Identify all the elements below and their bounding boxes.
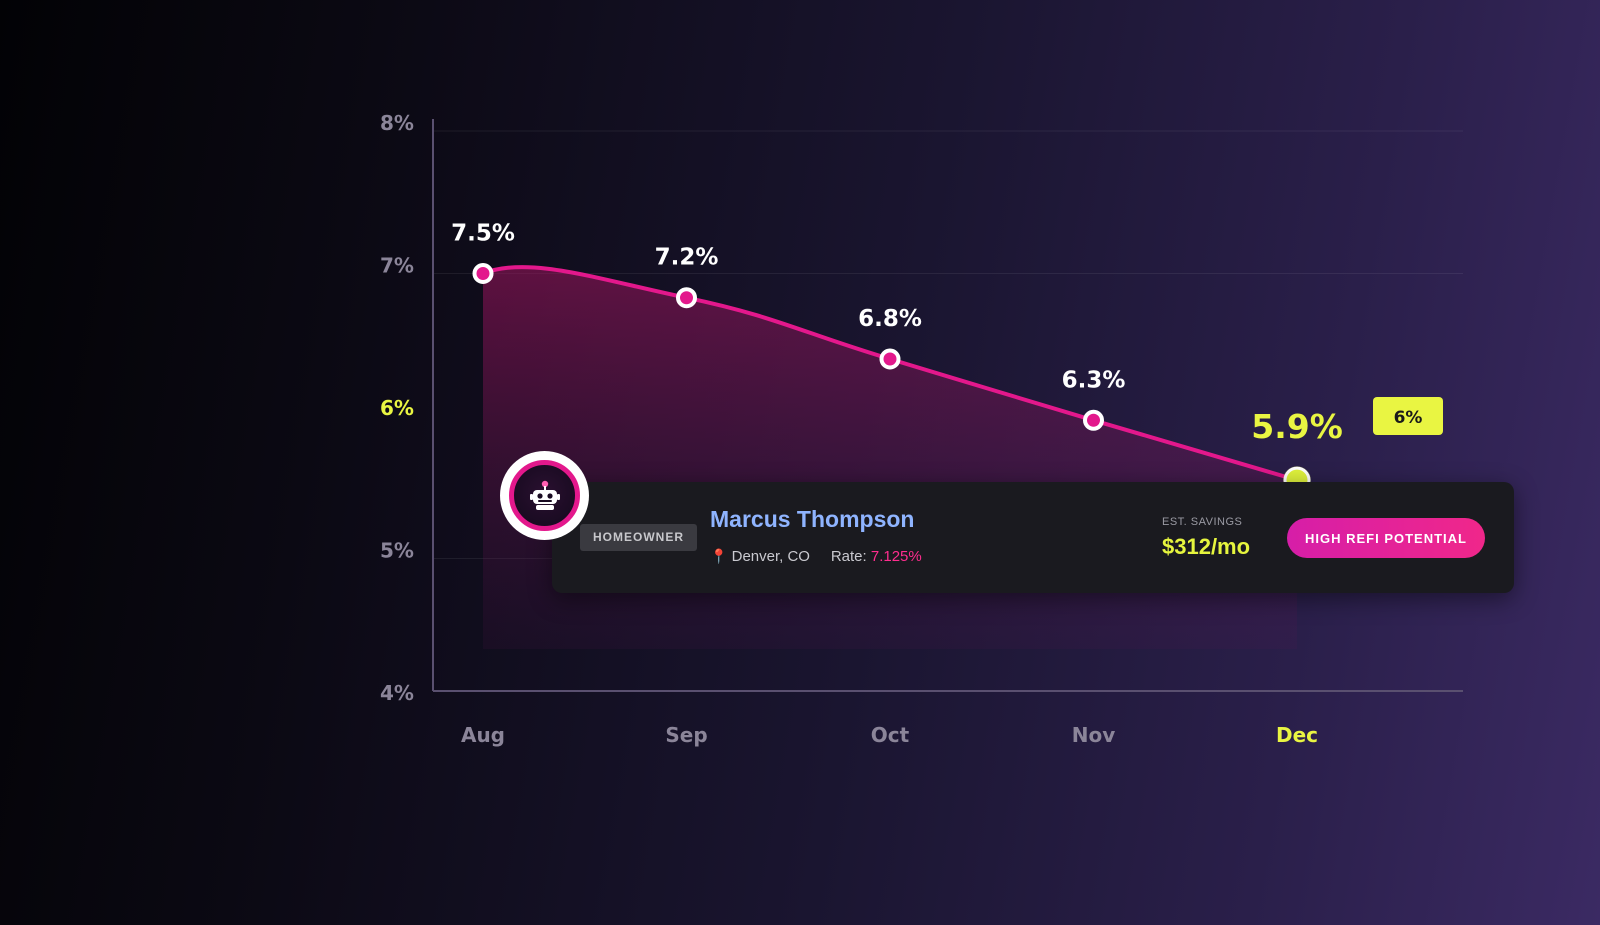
axes (432, 119, 1463, 692)
value-label-1: 7.2% (655, 245, 719, 271)
homeowner-meta: 📍 Denver, CO Rate: 7.125% (710, 548, 922, 565)
location-text: Denver, CO (731, 548, 810, 565)
value-label-3: 6.3% (1062, 367, 1126, 393)
x-tick-label-2: Oct (871, 723, 910, 747)
role-badge: HOMEOWNER (580, 524, 697, 551)
threshold-badge-label: 6% (1394, 408, 1423, 428)
value-label-2: 6.8% (858, 306, 922, 332)
x-tick-label-4: Dec (1276, 723, 1318, 747)
robot-icon (529, 480, 560, 510)
data-point-1 (676, 287, 697, 309)
data-point-0 (472, 263, 494, 284)
savings-value: $312/mo (1162, 534, 1251, 559)
y-tick-label-0: 8% (380, 111, 414, 135)
savings-label: EST. SAVINGS (1162, 516, 1243, 528)
y-tick-labels: 8% 7% 6% 5% 4% (380, 111, 414, 705)
rate-value: 7.125% (870, 548, 922, 565)
value-label-4: 5.9% (1251, 407, 1343, 446)
x-tick-label-0: Aug (461, 723, 505, 747)
threshold-badge-bg (1373, 397, 1443, 435)
x-tick-labels: Aug Sep Oct Nov Dec (461, 723, 1318, 747)
y-tick-label-4: 4% (380, 681, 414, 705)
y-tick-label-1: 7% (380, 254, 414, 278)
value-label-0: 7.5% (451, 221, 515, 247)
data-point-2 (879, 348, 901, 370)
value-labels: 7.5% 7.2% 6.8% 6.3% 5.9% (451, 221, 1343, 447)
data-point-3 (1083, 409, 1104, 431)
rate-label: Rate: (830, 548, 867, 565)
threshold-badge: 6% (1373, 397, 1443, 435)
x-tick-label-3: Nov (1072, 723, 1116, 747)
high-refi-potential-button[interactable]: HIGH REFI POTENTIAL (1287, 518, 1485, 558)
avatar-ring (509, 460, 580, 531)
homeowner-card[interactable]: HOMEOWNER Marcus Thompson 📍 Denver, CO R… (552, 482, 1514, 593)
homeowner-name[interactable]: Marcus Thompson (710, 506, 915, 532)
y-tick-label-2: 6% (380, 396, 414, 420)
y-tick-label-3: 5% (380, 539, 414, 563)
pin-icon: 📍 (710, 548, 728, 564)
x-tick-label-1: Sep (665, 723, 707, 747)
avatar[interactable] (500, 451, 589, 540)
